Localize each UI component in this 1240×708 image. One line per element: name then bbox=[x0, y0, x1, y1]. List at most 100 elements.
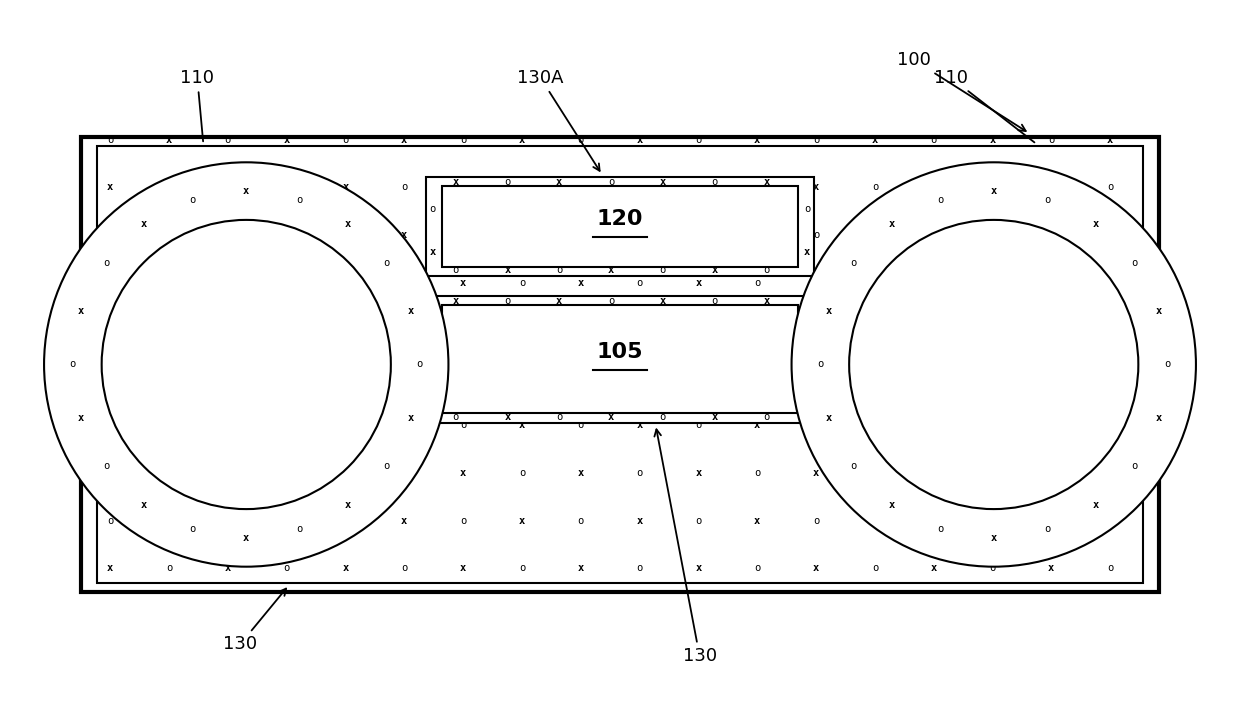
Text: x: x bbox=[1048, 278, 1054, 287]
Text: x: x bbox=[804, 247, 811, 257]
Text: o: o bbox=[402, 373, 408, 383]
Text: o: o bbox=[608, 178, 614, 188]
Ellipse shape bbox=[102, 220, 391, 509]
Text: o: o bbox=[107, 135, 113, 145]
Text: o: o bbox=[107, 325, 113, 335]
Text: o: o bbox=[930, 515, 937, 525]
Text: x: x bbox=[243, 186, 249, 196]
Text: x: x bbox=[813, 563, 820, 573]
Text: x: x bbox=[712, 266, 718, 275]
Text: x: x bbox=[557, 297, 563, 307]
Text: o: o bbox=[764, 412, 770, 422]
Text: o: o bbox=[990, 183, 996, 193]
Text: x: x bbox=[429, 308, 436, 318]
Text: o: o bbox=[453, 266, 459, 275]
Text: o: o bbox=[518, 563, 525, 573]
Text: o: o bbox=[813, 515, 820, 525]
Text: x: x bbox=[402, 325, 408, 335]
Text: x: x bbox=[636, 135, 642, 145]
Text: o: o bbox=[872, 183, 878, 193]
Text: 110: 110 bbox=[180, 69, 215, 142]
Text: x: x bbox=[1048, 563, 1054, 573]
Text: o: o bbox=[636, 563, 642, 573]
Text: o: o bbox=[505, 178, 511, 188]
Text: x: x bbox=[224, 563, 231, 573]
Text: o: o bbox=[383, 462, 389, 472]
Text: o: o bbox=[872, 278, 878, 287]
Text: x: x bbox=[1156, 306, 1162, 316]
Text: o: o bbox=[429, 204, 436, 214]
Text: x: x bbox=[578, 563, 584, 573]
Text: o: o bbox=[804, 204, 811, 214]
Text: x: x bbox=[1048, 468, 1054, 478]
Bar bbox=[81, 137, 1159, 592]
Text: o: o bbox=[754, 468, 760, 478]
Text: o: o bbox=[284, 468, 290, 478]
Text: x: x bbox=[408, 413, 414, 423]
Text: o: o bbox=[754, 563, 760, 573]
Text: o: o bbox=[1107, 563, 1114, 573]
Text: 130: 130 bbox=[1161, 366, 1194, 384]
Text: x: x bbox=[243, 533, 249, 543]
Text: 120: 120 bbox=[596, 210, 644, 229]
Text: x: x bbox=[991, 186, 997, 196]
Text: x: x bbox=[754, 135, 760, 145]
Text: x: x bbox=[402, 515, 408, 525]
Text: x: x bbox=[872, 230, 878, 240]
Text: x: x bbox=[696, 278, 702, 287]
Text: x: x bbox=[518, 421, 525, 430]
Text: x: x bbox=[872, 515, 878, 525]
Text: o: o bbox=[190, 525, 196, 535]
Text: x: x bbox=[990, 515, 996, 525]
Bar bbox=[97, 146, 1143, 583]
Text: x: x bbox=[460, 278, 466, 287]
Text: x: x bbox=[224, 183, 231, 193]
Text: o: o bbox=[1164, 360, 1171, 370]
Text: o: o bbox=[636, 468, 642, 478]
Text: x: x bbox=[166, 230, 172, 240]
Text: o: o bbox=[342, 135, 348, 145]
Text: o: o bbox=[107, 515, 113, 525]
Text: x: x bbox=[284, 135, 290, 145]
Text: x: x bbox=[990, 135, 996, 145]
Text: o: o bbox=[557, 266, 563, 275]
Text: o: o bbox=[696, 421, 702, 430]
Text: o: o bbox=[103, 462, 109, 472]
Text: o: o bbox=[660, 412, 666, 422]
Text: x: x bbox=[1092, 500, 1099, 510]
Text: x: x bbox=[578, 468, 584, 478]
Text: x: x bbox=[78, 306, 84, 316]
Text: 100: 100 bbox=[898, 51, 1025, 131]
Text: o: o bbox=[518, 278, 525, 287]
Text: o: o bbox=[1044, 525, 1050, 535]
Text: o: o bbox=[107, 421, 113, 430]
Text: x: x bbox=[408, 306, 414, 316]
Text: o: o bbox=[224, 515, 231, 525]
Text: x: x bbox=[754, 421, 760, 430]
Bar bbox=[443, 305, 797, 413]
Text: o: o bbox=[578, 421, 584, 430]
Text: o: o bbox=[402, 563, 408, 573]
Text: o: o bbox=[166, 468, 172, 478]
Text: x: x bbox=[107, 183, 113, 193]
Text: o: o bbox=[166, 278, 172, 287]
Text: o: o bbox=[284, 563, 290, 573]
Text: x: x bbox=[696, 563, 702, 573]
Text: o: o bbox=[1048, 230, 1054, 240]
Text: x: x bbox=[107, 563, 113, 573]
Text: x: x bbox=[889, 500, 895, 510]
Text: o: o bbox=[342, 230, 348, 240]
Text: o: o bbox=[190, 195, 196, 205]
Text: o: o bbox=[505, 297, 511, 307]
Text: x: x bbox=[518, 515, 525, 525]
Text: x: x bbox=[460, 468, 466, 478]
Text: x: x bbox=[284, 515, 290, 525]
Text: o: o bbox=[754, 278, 760, 287]
Text: x: x bbox=[813, 183, 820, 193]
Text: x: x bbox=[872, 135, 878, 145]
Bar bbox=[427, 296, 813, 423]
Text: x: x bbox=[889, 219, 895, 229]
Text: o: o bbox=[578, 515, 584, 525]
Text: x: x bbox=[826, 413, 832, 423]
Text: x: x bbox=[1107, 515, 1114, 525]
